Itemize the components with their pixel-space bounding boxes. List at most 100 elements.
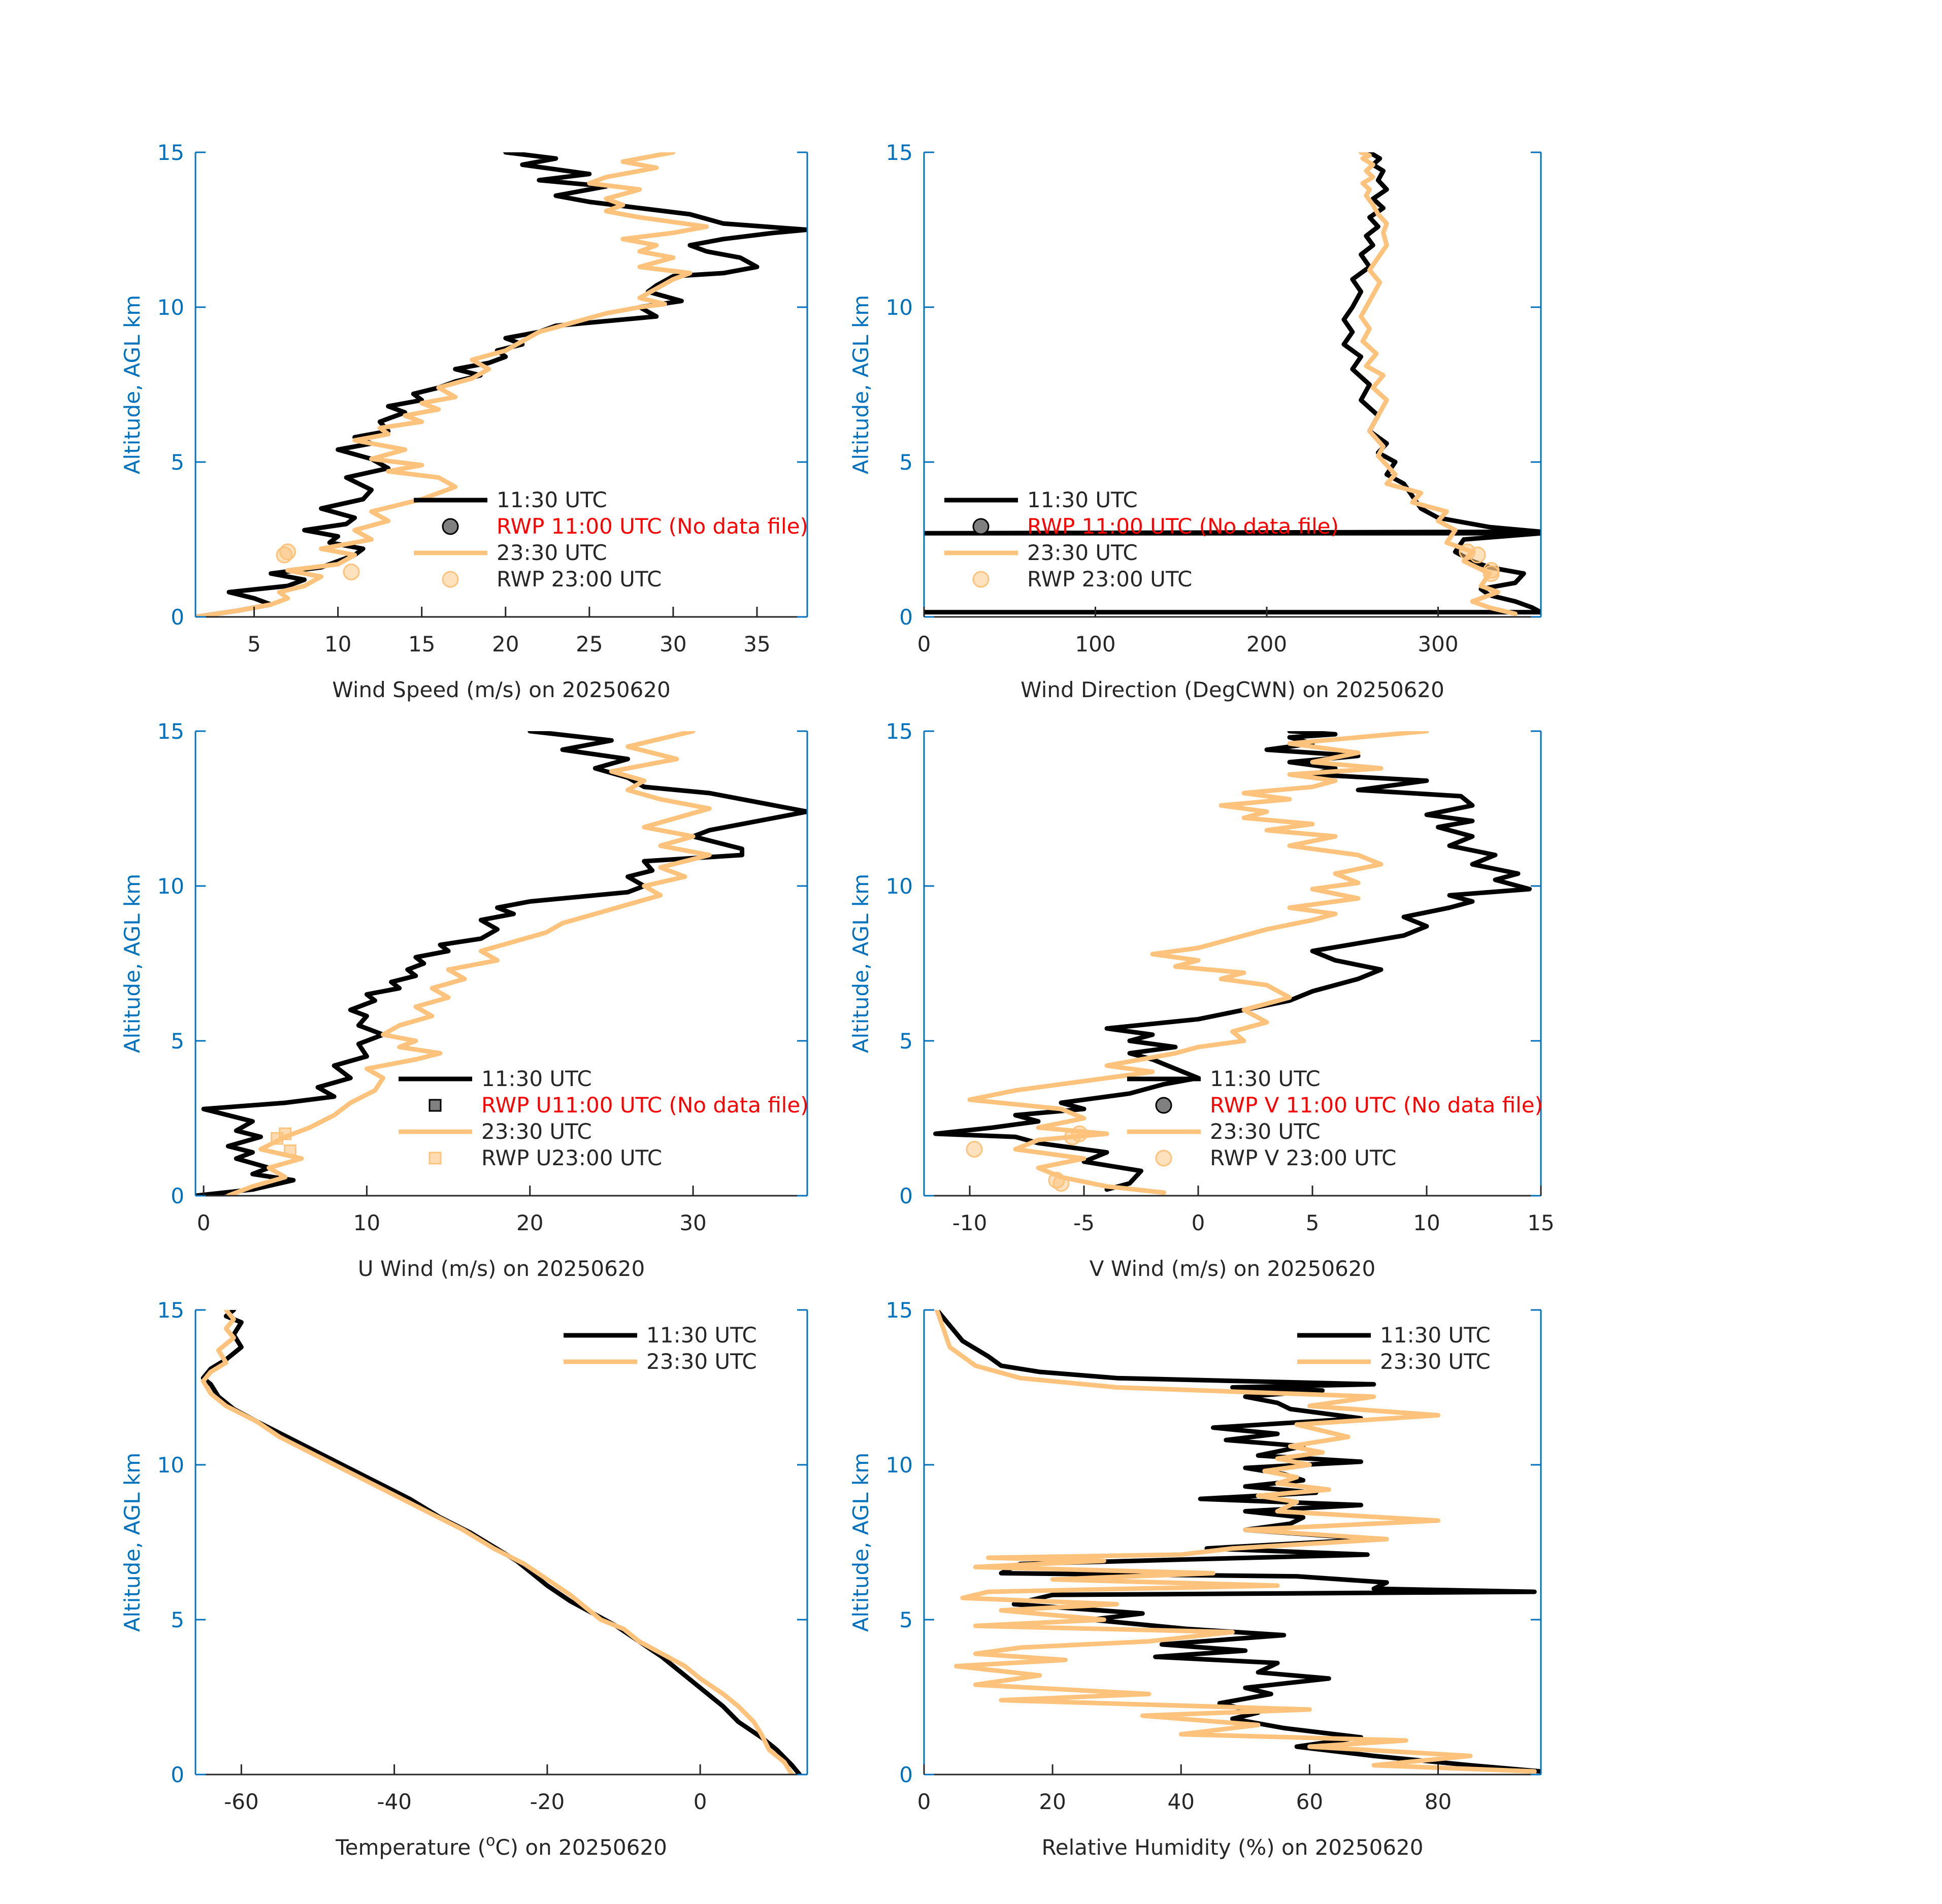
legend-label: 23:30 UTC [1210,1119,1321,1144]
series-line-2330-utc [225,731,712,1196]
y-tick-label: 0 [899,1762,913,1787]
series-line-2330-utc [934,1310,1537,1774]
legend-label: 11:30 UTC [1027,487,1138,512]
x-tick-label: -5 [1073,1210,1095,1235]
legend-swatch-circle [442,571,459,588]
x-tick-label: 20 [492,632,519,656]
chart-panel-u-wind: 0 5 10 15 0 10 20 30 Altitude, AGL km U Wind (m/s… [120,719,809,1281]
y-axis-label: Altitude, AGL km [848,874,873,1053]
x-tick-label: 5 [247,632,261,656]
x-axis-label-sup: o [486,1832,495,1850]
x-tick-label: 0 [694,1789,707,1814]
y-tick-label: 0 [171,1184,184,1208]
x-axis-label-tail: C) on 20250620 [495,1835,667,1860]
x-tick-label: 200 [1246,632,1287,656]
x-axis-label: Wind Speed (m/s) on 20250620 [332,677,670,702]
x-tick-label: 25 [576,632,603,656]
x-tick-label: 40 [1168,1789,1195,1814]
legend-label: 11:30 UTC [1380,1323,1491,1348]
y-tick-label: 5 [171,1029,184,1054]
legend-label: 11:30 UTC [1210,1066,1321,1091]
x-tick-label: 10 [1413,1210,1440,1235]
legend-swatch-circle [1155,1150,1172,1167]
series-line-2330-utc [967,731,1429,1195]
x-tick-label: 15 [408,632,435,656]
x-axis-label-head: Temperature ( [335,1835,486,1860]
y-tick-label: 10 [886,1453,913,1478]
x-tick-label: 100 [1075,632,1115,656]
x-tick-label: 35 [743,632,770,656]
x-axis-label: Wind Direction (DegCWN) on 20250620 [1021,677,1444,702]
series-line-2330-utc [201,1310,795,1775]
x-tick-label: 60 [1296,1789,1323,1814]
y-tick-label: 0 [171,605,184,630]
y-tick-label: 5 [899,450,913,475]
y-tick-label: 0 [171,1762,184,1787]
y-tick-label: 5 [171,450,184,475]
chart-panel-wind-speed: 0 5 10 15 5 10 15 20 25 30 35 Altitude, AGL km Wind … [120,140,808,702]
x-axis-label: Relative Humidity (%) on 20250620 [1042,1835,1424,1860]
y-tick-label: 10 [886,295,913,320]
series-line-1130-utc [195,731,807,1196]
x-tick-label: 15 [1527,1210,1554,1235]
x-tick-label: 10 [324,632,351,656]
x-tick-label: 80 [1425,1789,1452,1814]
legend-label: RWP V 23:00 UTC [1210,1145,1396,1170]
x-tick-label: 5 [1306,1210,1320,1235]
x-tick-label: 30 [679,1210,706,1235]
legend-swatch-square [429,1152,442,1165]
x-tick-label: 0 [197,1210,211,1235]
rwp-marker [1071,1125,1088,1142]
y-tick-label: 5 [171,1607,184,1632]
rwp-marker [343,564,360,581]
legend-swatch-circle [1155,1097,1172,1114]
legend-label: 23:30 UTC [497,540,607,565]
x-tick-label: 0 [917,632,931,656]
rwp-marker [283,1144,297,1158]
legend-label: 11:30 UTC [481,1066,592,1091]
legend-swatch-square [429,1099,442,1112]
legend-label: 23:30 UTC [481,1119,592,1144]
y-tick-label: 5 [899,1029,913,1054]
x-axis-label: V Wind (m/s) on 20250620 [1090,1256,1376,1281]
legend-label: RWP 11:00 UTC (No data file) [497,514,808,539]
legend-label: 23:30 UTC [646,1349,757,1374]
legend-label: 11:30 UTC [497,487,607,512]
y-tick-label: 15 [886,1298,913,1323]
rwp-marker [1469,546,1486,564]
y-tick-label: 10 [157,874,184,899]
y-tick-label: 15 [886,719,913,744]
x-tick-label: 20 [1039,1789,1066,1814]
y-axis-label: Altitude, AGL km [848,1453,873,1632]
x-tick-label: 0 [1192,1210,1205,1235]
rwp-marker [279,543,297,561]
chart-panel-relative-humidity: 0 5 10 15 0 20 40 60 80 Altitude, AGL km Relative … [848,1298,1542,1860]
x-tick-label: 10 [353,1210,380,1235]
y-tick-label: 10 [886,874,913,899]
rwp-marker [1048,1172,1065,1189]
y-tick-label: 5 [899,1607,913,1632]
x-tick-label: -60 [224,1789,259,1814]
y-axis-label: Altitude, AGL km [120,295,145,474]
x-tick-label: -10 [952,1210,988,1235]
x-tick-label: -20 [530,1789,565,1814]
legend-label: 23:30 UTC [1027,540,1138,565]
legend-swatch-circle [442,518,459,535]
y-axis-label: Altitude, AGL km [848,295,873,474]
rwp-marker [279,1127,292,1140]
rwp-marker [1483,565,1500,582]
series-line-2330-utc [195,152,709,617]
legend-label: RWP 23:00 UTC [1027,567,1192,592]
x-tick-label: -40 [377,1789,412,1814]
series-line-2330-utc [1359,152,1518,616]
chart-panel-temperature: 0 5 10 15 -60 -40 -20 0 Altitude, AGL km Temperat… [120,1298,808,1860]
x-axis-label: Temperature (oC) on 20250620 [335,1832,667,1860]
x-tick-label: 20 [516,1210,543,1235]
